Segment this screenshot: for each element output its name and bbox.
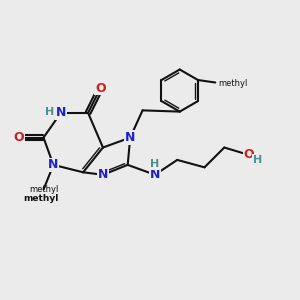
Text: N: N (98, 168, 108, 181)
Text: N: N (125, 131, 135, 144)
Text: N: N (56, 106, 66, 119)
Text: O: O (244, 148, 254, 161)
Text: methyl: methyl (29, 185, 58, 194)
Text: H: H (45, 106, 54, 117)
Text: H: H (150, 159, 160, 170)
Text: methyl: methyl (23, 194, 59, 203)
Text: N: N (150, 168, 160, 181)
Text: O: O (14, 131, 24, 144)
Text: H: H (253, 155, 262, 165)
Text: O: O (95, 82, 106, 94)
Text: methyl: methyl (218, 79, 247, 88)
Text: N: N (48, 158, 59, 171)
